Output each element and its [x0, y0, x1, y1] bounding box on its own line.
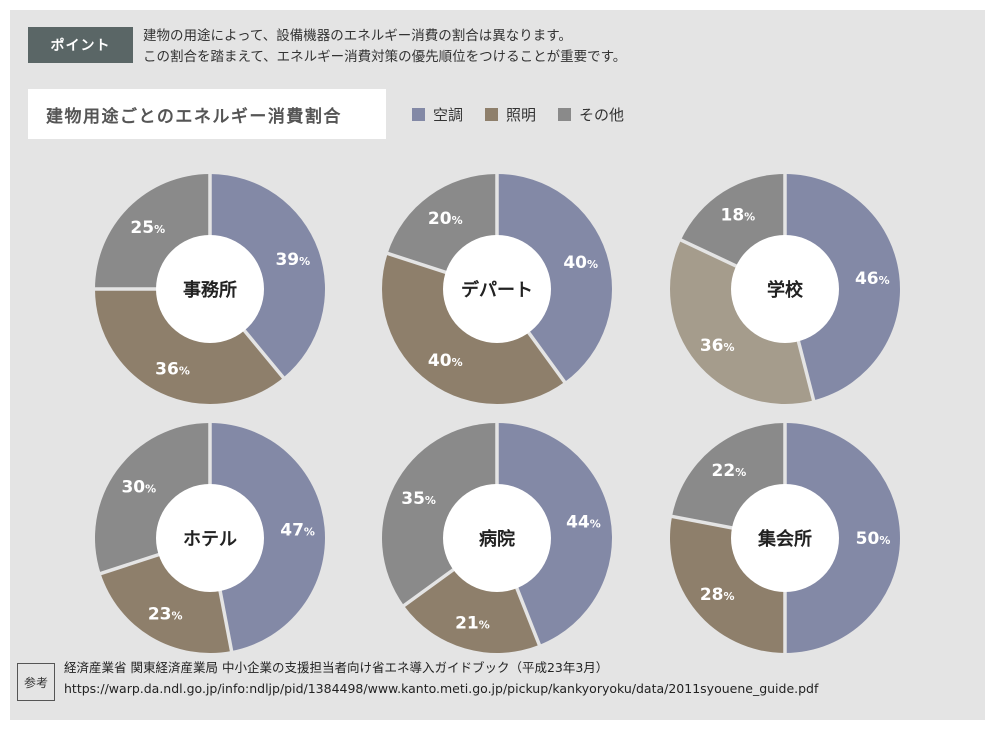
- slice-aircon: [497, 423, 613, 645]
- donut-hole: [731, 235, 839, 343]
- reference-line-1: 経済産業省 関東経済産業局 中小企業の支援担当者向け省エネ導入ガイドブック（平成…: [64, 660, 609, 675]
- legend-label-aircon: 空調: [433, 106, 464, 124]
- slice-lighting: [669, 240, 814, 404]
- value-label-aircon: 40%: [563, 253, 598, 273]
- intro-line-1: 建物の用途によって、設備機器のエネルギー消費の割合は異なります。: [143, 28, 572, 44]
- center-label: ホテル: [183, 529, 237, 550]
- legend-item-aircon: 空調: [412, 104, 463, 125]
- value-label-lighting: 23%: [148, 605, 183, 625]
- legend-swatch-other: [558, 108, 572, 121]
- slice-aircon: [497, 174, 612, 383]
- reference-section: 参考 経済産業省 関東経済産業局 中小企業の支援担当者向け省エネ導入ガイドブック…: [17, 655, 977, 707]
- value-label-aircon: 44%: [566, 513, 601, 533]
- intro-line-2: この割合を踏まえて、エネルギー消費対策の優先順位をつけることが重要です。: [143, 49, 627, 65]
- center-label: 病院: [479, 528, 515, 550]
- donut-chart: 病院 44% 21% 35%: [382, 421, 613, 653]
- value-label-lighting: 21%: [455, 614, 490, 634]
- value-label-lighting: 40%: [428, 351, 463, 371]
- legend-label-lighting: 照明: [506, 106, 537, 124]
- intro-text: 建物の用途によって、設備機器のエネルギー消費の割合は異なります。 この割合を踏ま…: [143, 26, 626, 68]
- value-label-lighting: 36%: [700, 336, 735, 356]
- value-label-lighting: 36%: [155, 360, 190, 380]
- donut-chart: デパート 40% 40% 20%: [382, 172, 612, 404]
- legend-label-other: その他: [579, 106, 625, 124]
- slice-aircon: [210, 423, 325, 651]
- donut-hole: [443, 235, 551, 343]
- value-label-other: 18%: [720, 206, 755, 226]
- donut-hole: [156, 484, 264, 592]
- donut-hole: [156, 235, 264, 343]
- slice-other: [382, 423, 497, 606]
- donut-chart: 学校 46% 36% 18%: [669, 172, 900, 404]
- legend: 空調 照明 その他: [412, 104, 624, 125]
- donut-chart: 集会所 50% 28% 22%: [669, 421, 900, 655]
- legend-swatch-aircon: [412, 108, 425, 121]
- reference-line-2: https://warp.da.ndl.go.jp/info:ndljp/pid…: [64, 681, 819, 696]
- legend-item-other: その他: [558, 104, 624, 125]
- donut-chart: ホテル 47% 23% 30%: [95, 421, 325, 654]
- donut-hole: [731, 484, 839, 592]
- slice-aircon: [785, 174, 900, 401]
- center-label: デパート: [461, 279, 533, 301]
- slice-lighting: [95, 289, 284, 404]
- donut-hole: [443, 484, 551, 592]
- value-label-other: 22%: [712, 461, 747, 481]
- center-label: 集会所: [757, 528, 812, 550]
- center-label: 学校: [767, 279, 804, 301]
- value-label-aircon: 50%: [856, 529, 891, 549]
- legend-swatch-lighting: [485, 108, 499, 121]
- slice-aircon: [785, 423, 900, 653]
- value-label-aircon: 46%: [855, 269, 890, 289]
- value-label-lighting: 28%: [700, 585, 735, 605]
- point-badge: ポイント: [28, 27, 133, 63]
- value-label-aircon: 47%: [280, 521, 315, 541]
- value-label-other: 35%: [401, 489, 436, 509]
- reference-label: 参考: [17, 663, 55, 701]
- value-label-other: 25%: [130, 218, 165, 238]
- center-label: 事務所: [183, 279, 237, 301]
- slice-aircon: [210, 174, 325, 378]
- value-label-other: 30%: [121, 477, 156, 497]
- reference-text: 経済産業省 関東経済産業局 中小企業の支援担当者向け省エネ導入ガイドブック（平成…: [64, 657, 818, 699]
- value-label-other: 20%: [428, 209, 463, 229]
- donut-chart: 事務所 39% 36% 25%: [93, 172, 325, 404]
- legend-item-lighting: 照明: [485, 104, 536, 125]
- value-label-aircon: 39%: [275, 250, 310, 270]
- chart-title: 建物用途ごとのエネルギー消費割合: [28, 89, 386, 139]
